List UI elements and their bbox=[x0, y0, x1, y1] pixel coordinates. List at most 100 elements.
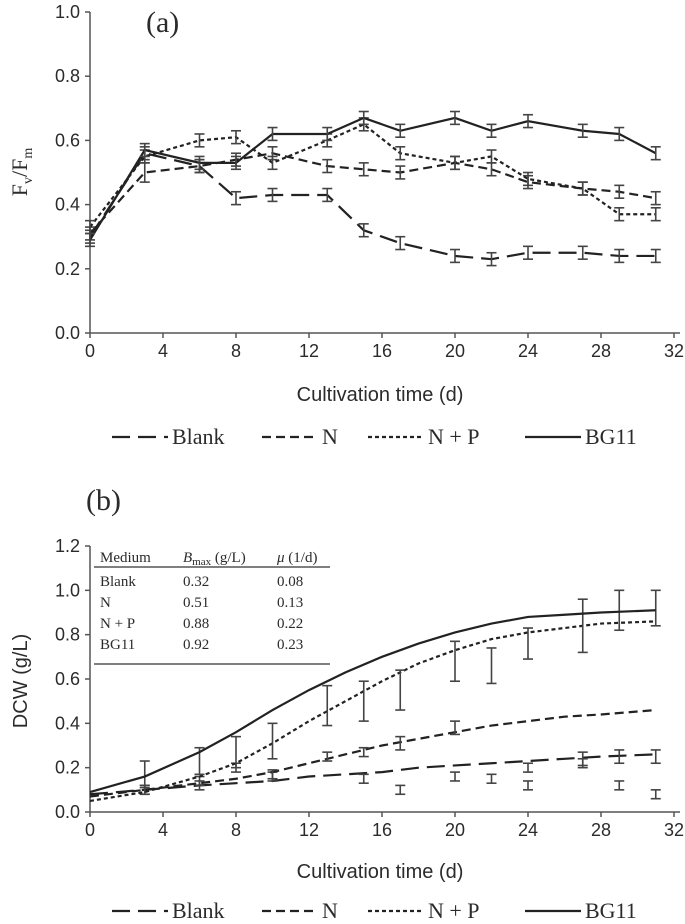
panel-a-ytick-label: 0.4 bbox=[55, 195, 80, 215]
panel-a-error-bar bbox=[322, 158, 333, 174]
panel-a-x-label: Cultivation time (d) bbox=[297, 384, 464, 406]
panel-b-error-bar bbox=[267, 722, 278, 760]
panel-b-error-bar bbox=[358, 773, 369, 784]
panel-b-xtick-label: 4 bbox=[158, 820, 168, 840]
panel-a-error-bar bbox=[267, 187, 278, 203]
panel-a-error-bar bbox=[322, 126, 333, 142]
table-cell: 0.23 bbox=[277, 637, 303, 653]
panel-b-legend-label: N bbox=[322, 898, 338, 923]
table-header-mu: μ (1/d) bbox=[276, 550, 317, 566]
panel-b-error-bar bbox=[650, 589, 661, 627]
table-row: Blank 0.32 0.08 bbox=[100, 574, 303, 590]
panel-a-error-bar bbox=[577, 245, 588, 260]
panel-b-ytick-label: 0.8 bbox=[55, 625, 80, 645]
panel-b-error-bar bbox=[231, 735, 241, 769]
panel-b-xtick-label: 32 bbox=[664, 820, 684, 840]
panel-b-legend-label: Blank bbox=[172, 898, 225, 923]
panel-b-error-bar bbox=[486, 773, 497, 784]
table-row: BG11 0.92 0.23 bbox=[100, 637, 303, 653]
panel-a-error-bar bbox=[358, 223, 369, 238]
table-cell: N bbox=[100, 595, 111, 611]
panel-b-error-bar bbox=[614, 780, 625, 791]
panel-a-error-bar bbox=[486, 123, 497, 138]
panel-a-legend-item: Blank bbox=[112, 424, 225, 449]
panel-a-legend-label: BG11 bbox=[585, 424, 637, 449]
table-cell: 0.92 bbox=[183, 637, 209, 653]
panel-b-error-bar bbox=[614, 749, 625, 765]
table-cell: 0.51 bbox=[183, 595, 209, 611]
panel-b-legend-item: Blank bbox=[112, 898, 225, 923]
panel-a-error-bar bbox=[650, 146, 661, 161]
panel-a-legend-item: BG11 bbox=[525, 424, 637, 449]
panel-b: (b) 0 4 8 12 16 20 24 28 32 0.0 0.2 0.4 0.6 0.8 1.0 1.2… bbox=[10, 484, 684, 923]
table-cell: 0.13 bbox=[277, 595, 303, 611]
panel-b-error-bar bbox=[322, 684, 333, 727]
panel-b-error-bar bbox=[650, 749, 661, 765]
panel-b-error-bar bbox=[523, 627, 533, 660]
panel-a-error-bar bbox=[194, 133, 205, 148]
panel-a-legend-item: N + P bbox=[368, 424, 480, 449]
panel-a-series-n bbox=[89, 152, 656, 235]
panel-a-error-bar bbox=[614, 184, 625, 199]
panel-a-error-bar bbox=[450, 155, 460, 171]
panel-b-error-bar bbox=[322, 751, 333, 762]
panel-a-xtick-label: 24 bbox=[518, 341, 538, 361]
panel-a-xtick-label: 0 bbox=[85, 341, 95, 361]
table-cell: 0.32 bbox=[183, 574, 209, 590]
panel-a-error-bar bbox=[450, 248, 460, 264]
panel-b-curve-blank bbox=[89, 753, 656, 796]
panel-a-error-bar bbox=[395, 123, 406, 138]
panel-a-error-bar bbox=[614, 126, 625, 142]
panel-a-error-bar bbox=[486, 149, 497, 164]
panel-b-ytick-label: 0.4 bbox=[55, 713, 80, 733]
panel-a-error-bar bbox=[577, 123, 588, 138]
panel-a-error-bar bbox=[450, 110, 460, 126]
panel-b-error-bar bbox=[450, 771, 460, 782]
panel-a-error-bar bbox=[395, 165, 406, 180]
panel-b-ytick-label: 1.0 bbox=[55, 580, 80, 600]
panel-b-xtick-label: 24 bbox=[518, 820, 538, 840]
panel-b-error-bar bbox=[523, 762, 533, 773]
table-cell: N + P bbox=[100, 616, 135, 632]
panel-b-error-bar bbox=[267, 769, 278, 780]
panel-b-legend: Blank N N + P BG11 bbox=[112, 898, 637, 923]
panel-a-error-bar bbox=[194, 155, 205, 171]
panel-b-error-bar bbox=[395, 669, 406, 711]
panel-b-error-bar bbox=[523, 780, 533, 791]
panel-b-xtick-label: 0 bbox=[85, 820, 95, 840]
panel-a-xtick-label: 20 bbox=[445, 341, 465, 361]
panel-a-error-bar bbox=[395, 146, 406, 161]
panel-b-error-bar bbox=[358, 680, 369, 722]
panel-b-legend-item: BG11 bbox=[525, 898, 637, 923]
table-cell: BG11 bbox=[100, 637, 135, 653]
panel-b-curve-np bbox=[89, 620, 656, 803]
panel-a-error-bar bbox=[650, 207, 661, 222]
panel-a-legend: Blank N N + P BG11 bbox=[112, 424, 637, 449]
panel-a-ytick-label: 0.6 bbox=[55, 130, 80, 150]
panel-b-error-bar bbox=[450, 640, 460, 683]
panel-a-error-bar bbox=[523, 171, 533, 187]
table-cell: 0.88 bbox=[183, 616, 209, 632]
panel-a-error-bar bbox=[322, 187, 333, 203]
panel-b-ytick-label: 0.6 bbox=[55, 669, 80, 689]
panel-a-error-bar bbox=[577, 181, 588, 196]
table-cell: 0.08 bbox=[277, 574, 303, 590]
panel-b-legend-item: N bbox=[262, 898, 338, 923]
panel-a-error-bar bbox=[267, 155, 278, 171]
panel-a-error-bar bbox=[139, 142, 150, 158]
table-header-bmax: Bmax (g/L) bbox=[183, 550, 246, 568]
panel-a-xtick-label: 12 bbox=[299, 341, 319, 361]
panel-a-xtick-label: 4 bbox=[158, 341, 168, 361]
table-row: N + P 0.88 0.22 bbox=[100, 616, 303, 632]
panel-a-ytick-label: 1.0 bbox=[55, 2, 80, 22]
panel-b-x-label: Cultivation time (d) bbox=[297, 861, 464, 883]
panel-a: (a) 0 4 8 12 16 20 24 28 32 0.0 0.2 0.4 0.6 0.8 1.0 Fv… bbox=[7, 2, 684, 449]
panel-a-legend-label: N bbox=[322, 424, 338, 449]
panel-a-series-bg11 bbox=[89, 116, 657, 241]
panel-b-error-bar bbox=[139, 760, 150, 789]
table-header-medium: Medium bbox=[100, 550, 151, 566]
panel-b-curve-n bbox=[89, 708, 656, 798]
panel-a-ytick-label: 0.8 bbox=[55, 66, 80, 86]
panel-b-xtick-label: 8 bbox=[231, 820, 241, 840]
